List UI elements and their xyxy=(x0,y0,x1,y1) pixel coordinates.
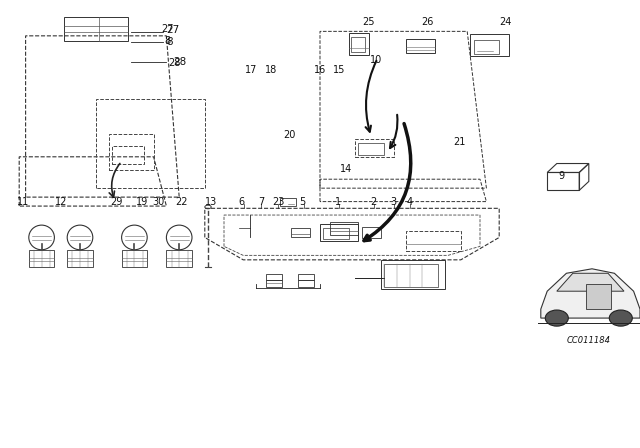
Text: 26: 26 xyxy=(421,17,434,26)
Text: 12: 12 xyxy=(55,198,68,207)
Text: 22: 22 xyxy=(175,198,188,207)
Bar xyxy=(320,224,358,241)
Bar xyxy=(298,280,314,287)
Text: 21: 21 xyxy=(453,138,466,147)
Text: 13: 13 xyxy=(205,198,218,207)
Text: 2: 2 xyxy=(370,198,376,207)
Text: 24: 24 xyxy=(499,17,512,26)
Text: 18: 18 xyxy=(264,65,277,75)
Bar xyxy=(112,146,144,164)
Text: 29: 29 xyxy=(110,198,123,207)
Text: 4: 4 xyxy=(406,198,413,207)
Bar xyxy=(64,17,128,41)
Text: 20: 20 xyxy=(283,130,296,140)
Bar xyxy=(122,250,147,267)
Bar xyxy=(384,264,438,287)
Text: 27: 27 xyxy=(166,26,180,35)
Text: 10: 10 xyxy=(370,56,383,65)
Text: 30: 30 xyxy=(152,198,165,207)
Circle shape xyxy=(545,310,568,326)
Bar xyxy=(323,228,349,239)
Text: 9: 9 xyxy=(558,171,564,181)
Text: 17: 17 xyxy=(245,65,258,75)
Text: 8: 8 xyxy=(166,37,173,47)
Text: 14: 14 xyxy=(339,164,352,174)
Polygon shape xyxy=(557,273,624,291)
Text: 25: 25 xyxy=(362,17,375,26)
Bar xyxy=(406,231,461,251)
Text: 5: 5 xyxy=(299,198,305,207)
Bar xyxy=(406,39,435,53)
Bar xyxy=(358,143,384,155)
Bar xyxy=(355,139,394,157)
Bar xyxy=(166,250,192,267)
Text: 3: 3 xyxy=(390,198,396,207)
Bar xyxy=(29,250,54,267)
Text: 11: 11 xyxy=(17,198,29,207)
Bar xyxy=(291,228,310,237)
Text: 1: 1 xyxy=(335,198,341,207)
Bar xyxy=(330,222,358,235)
Text: 28: 28 xyxy=(168,58,180,68)
Bar xyxy=(470,34,509,56)
Text: 8: 8 xyxy=(164,36,171,46)
Text: 15: 15 xyxy=(333,65,346,75)
Text: 6: 6 xyxy=(239,198,245,207)
Bar xyxy=(547,172,579,190)
Bar xyxy=(298,274,314,280)
Text: 7: 7 xyxy=(258,198,264,207)
Bar xyxy=(266,274,282,280)
Circle shape xyxy=(609,310,632,326)
Bar xyxy=(362,227,381,238)
Text: 19: 19 xyxy=(136,198,148,207)
Text: 16: 16 xyxy=(314,65,326,75)
Bar xyxy=(67,250,93,267)
Bar xyxy=(351,37,365,52)
Text: 27: 27 xyxy=(161,24,174,34)
Text: CC011184: CC011184 xyxy=(567,336,611,345)
Bar xyxy=(586,284,611,309)
Text: 23: 23 xyxy=(272,198,285,207)
Bar xyxy=(381,260,445,289)
Bar xyxy=(474,40,499,54)
Bar xyxy=(109,134,154,170)
Polygon shape xyxy=(541,269,640,318)
Bar xyxy=(266,280,282,287)
Bar xyxy=(280,198,296,206)
Text: 28: 28 xyxy=(173,57,186,67)
Bar xyxy=(349,33,369,55)
